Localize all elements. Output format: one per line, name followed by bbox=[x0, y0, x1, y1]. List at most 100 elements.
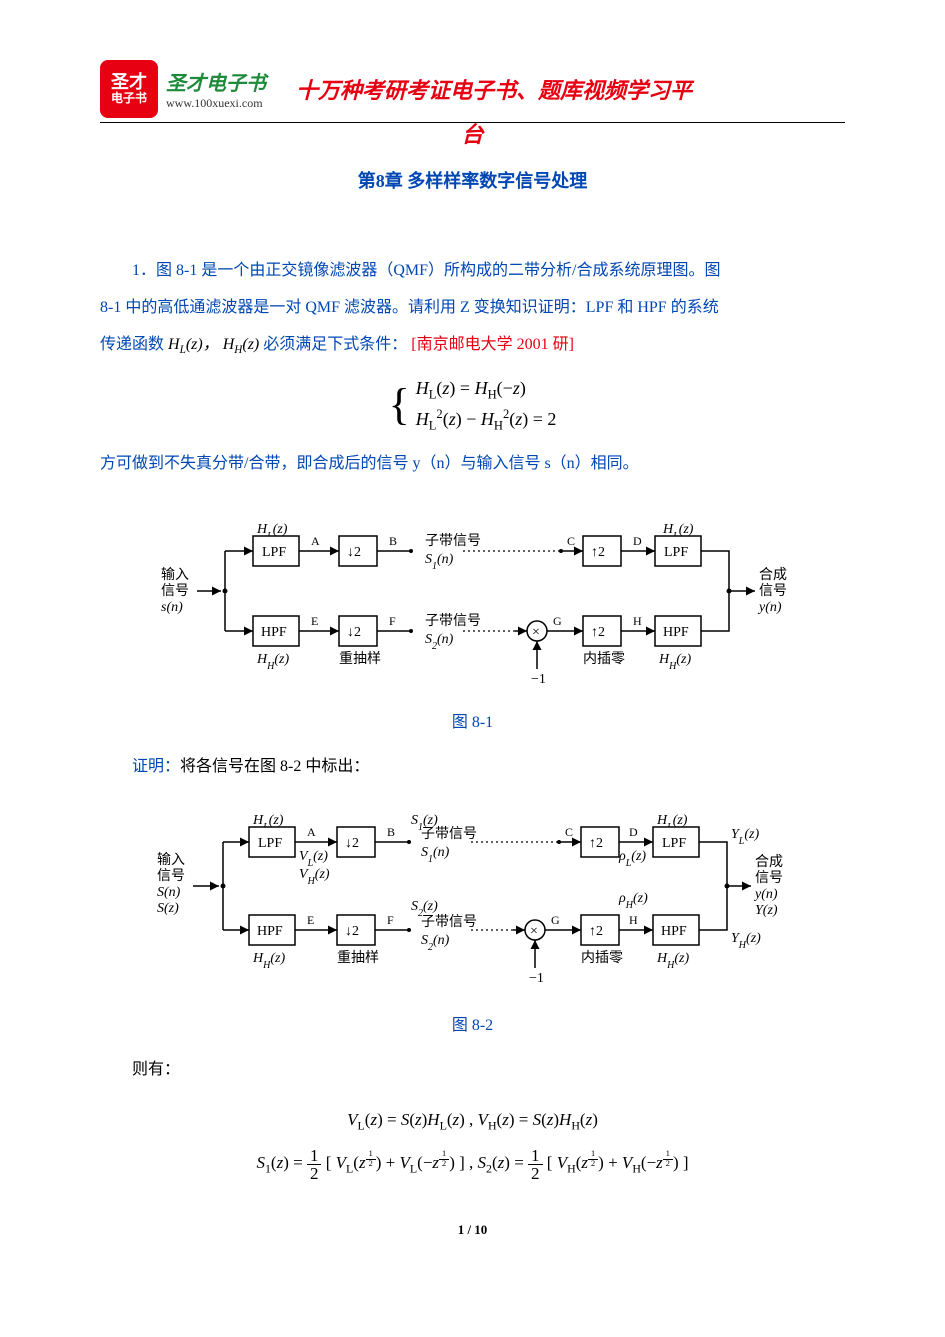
d1-subband-bot: 子带信号 bbox=[425, 613, 481, 629]
d2-hh-b: HH(z) bbox=[252, 951, 285, 971]
d1-down-bot-t: ↓2 bbox=[347, 625, 361, 640]
brand-url: www.100xuexi.com bbox=[166, 96, 266, 111]
d1-H: H bbox=[633, 614, 642, 628]
equation-condition: { HL(z) = HH(−z) HL2(z) − HH2(z) = 2 bbox=[100, 374, 845, 436]
d2-ylz: YL(z) bbox=[731, 827, 759, 847]
d1-neg1: −1 bbox=[531, 672, 546, 687]
d2-vhz: VH(z) bbox=[299, 867, 330, 887]
d1-hpf-t: HPF bbox=[261, 625, 287, 640]
d1-down-top-t: ↓2 bbox=[347, 545, 361, 560]
d1-A: A bbox=[311, 534, 320, 548]
d1-B: B bbox=[389, 534, 397, 548]
d2-resample: 重抽样 bbox=[337, 950, 379, 966]
problem-source: [南京邮电大学 2001 研] bbox=[411, 336, 574, 353]
chapter-title: 第8章 多样样率数字信号处理 bbox=[100, 167, 845, 193]
expr-hlz: HL(z)， bbox=[168, 336, 219, 353]
d1-up-bot-t: ↑2 bbox=[591, 625, 605, 640]
d2-up-bot: ↑2 bbox=[589, 924, 603, 939]
d2-in-l4: S(z) bbox=[157, 901, 179, 916]
figure-8-2: 输入 信号 S(n) S(z) HL(z) LPF A VL(z) ↓2 B S… bbox=[100, 794, 845, 999]
d2-hh-r: HH(z) bbox=[656, 951, 689, 971]
d2-out-l2: 信号 bbox=[755, 870, 783, 886]
figure-8-1: 输入 信号 s(n) HL(z) LPF A ↓2 B 子带信号 S1(n) C bbox=[100, 501, 845, 696]
d2-down-top: ↓2 bbox=[345, 836, 359, 851]
expr-hhz: HH(z) bbox=[223, 336, 260, 353]
d2-H: H bbox=[629, 913, 638, 927]
d1-input-l2: 信号 bbox=[161, 583, 189, 599]
logo: 圣才 电子书 bbox=[100, 60, 158, 118]
d1-out-l2: 信号 bbox=[759, 583, 787, 599]
d1-interp: 内插零 bbox=[583, 651, 625, 667]
d1-mult-x: × bbox=[532, 625, 540, 640]
header-tagline: 十万种考研考证电子书、题库视频学习平 bbox=[296, 73, 845, 105]
problem-text-1: 1．图 8-1 是一个由正交镜像滤波器（QMF）所构成的二带分析/合成系统原理图… bbox=[100, 253, 845, 290]
eq1-row2: HL2(z) − HH2(z) = 2 bbox=[416, 404, 557, 436]
problem-text-3b: 必须满足下式条件： bbox=[263, 336, 407, 353]
d1-input-l3: s(n) bbox=[161, 600, 183, 615]
d2-interp: 内插零 bbox=[581, 950, 623, 966]
header-tagline-1: 十万种考研考证电子书、题库视频学习平 bbox=[296, 78, 692, 103]
d1-hh-bot: HH(z) bbox=[256, 652, 289, 672]
page-header: 圣才 电子书 圣才电子书 www.100xuexi.com 十万种考研考证电子书… bbox=[100, 60, 845, 123]
d2-mult-x: × bbox=[530, 924, 538, 939]
problem-text-4: 方可做到不失真分带/合带，即合成后的信号 y（n）与输入信号 s（n）相同。 bbox=[100, 446, 845, 483]
logo-line2: 电子书 bbox=[111, 92, 147, 105]
d1-hh-bot-r: HH(z) bbox=[658, 652, 691, 672]
d2-B: B bbox=[387, 825, 395, 839]
d2-lpf-r-t: LPF bbox=[662, 836, 686, 851]
d2-in-l3: S(n) bbox=[157, 885, 181, 900]
d1-resample: 重抽样 bbox=[339, 651, 381, 667]
d2-G: G bbox=[551, 913, 560, 927]
d1-input-l1: 输入 bbox=[161, 567, 189, 583]
d2-out-l3: y(n) bbox=[753, 887, 778, 902]
d2-hpf-t: HPF bbox=[257, 924, 283, 939]
brand-title: 圣才电子书 bbox=[166, 67, 266, 96]
d2-A: A bbox=[307, 825, 316, 839]
header-tagline-2: 台 bbox=[461, 122, 483, 147]
d2-C: C bbox=[565, 825, 573, 839]
d1-E: E bbox=[311, 614, 318, 628]
brand-column: 圣才电子书 www.100xuexi.com bbox=[166, 67, 266, 111]
d2-in-l1: 输入 bbox=[157, 852, 185, 868]
problem-text-3a: 传递函数 bbox=[100, 336, 168, 353]
d2-rhoH: ρH(z) bbox=[618, 891, 648, 911]
d2-D: D bbox=[629, 825, 638, 839]
d2-vlz: VL(z) bbox=[299, 849, 328, 869]
fig82-label: 图 8-2 bbox=[100, 1011, 845, 1035]
d2-out-l1: 合成 bbox=[755, 854, 783, 870]
then-text: 则有： bbox=[132, 1055, 845, 1079]
d2-rhoL: ρL(z) bbox=[618, 849, 646, 869]
d2-s2n: S2(n) bbox=[421, 933, 450, 953]
d1-up-top-t: ↑2 bbox=[591, 545, 605, 560]
d1-D: D bbox=[633, 534, 642, 548]
d2-out-l4: Y(z) bbox=[755, 903, 778, 918]
problem-text-2: 8-1 中的高低通滤波器是一对 QMF 滤波器。请利用 Z 变换知识证明：LPF… bbox=[100, 290, 845, 327]
d1-C: C bbox=[567, 534, 575, 548]
d2-s1n: S1(n) bbox=[421, 845, 450, 865]
d2-yhz: YH(z) bbox=[731, 931, 761, 951]
d1-s1n: S1(n) bbox=[425, 552, 454, 572]
equation-vlvh: VL(z) = S(z)HL(z) , VH(z) = S(z)HH(z) bbox=[100, 1101, 845, 1139]
d2-down-bot: ↓2 bbox=[345, 924, 359, 939]
d2-hpf-r-t: HPF bbox=[661, 924, 687, 939]
d2-E: E bbox=[307, 913, 314, 927]
proof-line: 证明：将各信号在图 8-2 中标出： bbox=[132, 752, 845, 776]
page-number: 1 / 10 bbox=[100, 1222, 845, 1238]
d2-subband-bot: 子带信号 bbox=[421, 914, 477, 930]
eq1-row1: HL(z) = HH(−z) bbox=[416, 374, 526, 405]
d1-F: F bbox=[389, 614, 396, 628]
d1-out-l3: y(n) bbox=[757, 600, 782, 615]
d1-s2n: S2(n) bbox=[425, 632, 454, 652]
d2-neg1: −1 bbox=[529, 971, 544, 986]
d2-F: F bbox=[387, 913, 394, 927]
logo-line1: 圣才 bbox=[111, 73, 147, 93]
d2-in-l2: 信号 bbox=[157, 868, 185, 884]
d1-lpf-r-t: LPF bbox=[664, 545, 688, 560]
d2-up-top: ↑2 bbox=[589, 836, 603, 851]
d2-subband-top: 子带信号 bbox=[421, 826, 477, 842]
d1-out-l1: 合成 bbox=[759, 567, 787, 583]
d1-hpf-r-t: HPF bbox=[663, 625, 689, 640]
d1-G: G bbox=[553, 614, 562, 628]
proof-text: 将各信号在图 8-2 中标出： bbox=[180, 758, 369, 775]
d1-subband-top: 子带信号 bbox=[425, 533, 481, 549]
